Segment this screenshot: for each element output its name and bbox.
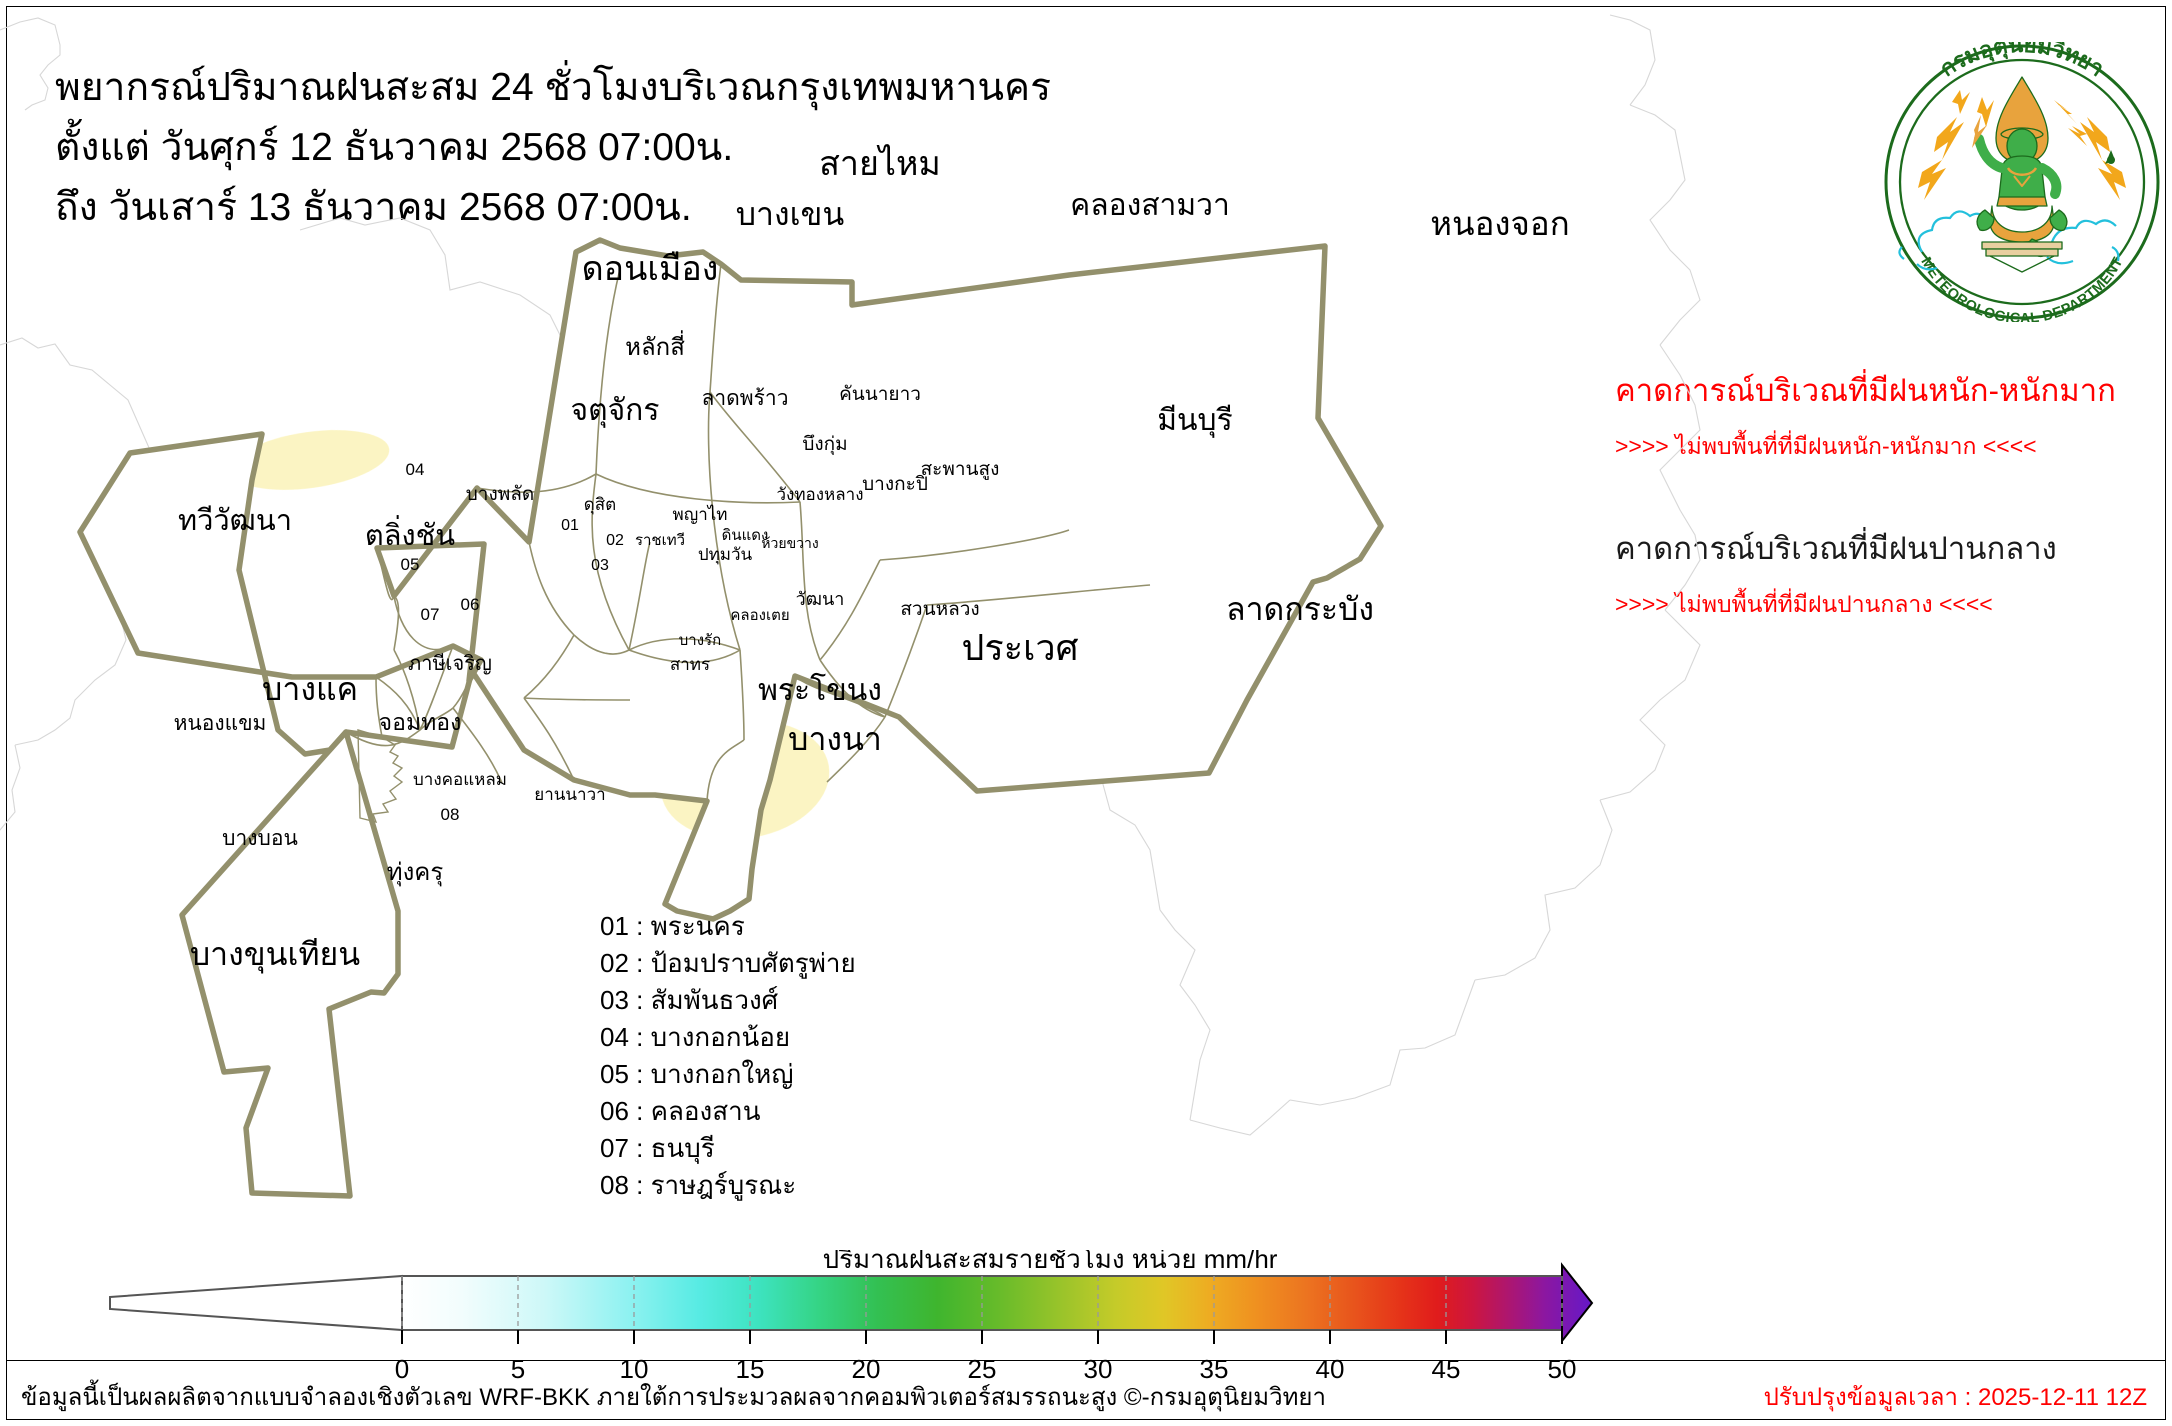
svg-text:บางบอน: บางบอน: [222, 827, 298, 850]
svg-text:หนองแขม: หนองแขม: [174, 712, 267, 735]
svg-text:ยานนาวา: ยานนาวา: [534, 785, 605, 804]
svg-text:หนองจอก: หนองจอก: [1430, 205, 1569, 242]
svg-text:ดุสิต: ดุสิต: [584, 495, 616, 515]
svg-text:04: 04: [406, 460, 425, 479]
svg-text:06: 06: [461, 595, 480, 614]
svg-text:ลาดพร้าว: ลาดพร้าว: [701, 387, 788, 410]
svg-text:ลาดกระบัง: ลาดกระบัง: [1226, 591, 1374, 627]
svg-text:คันนายาว: คันนายาว: [839, 384, 921, 405]
svg-text:ตลิ่งชัน: ตลิ่งชัน: [365, 515, 455, 552]
svg-text:พญาไท: พญาไท: [673, 504, 728, 524]
svg-text:08: 08: [441, 805, 460, 824]
svg-text:บางนา: บางนา: [788, 721, 882, 757]
svg-text:บางรัก: บางรัก: [679, 632, 721, 649]
svg-text:ประเวศ: ประเวศ: [962, 627, 1079, 668]
svg-text:07: 07: [421, 605, 440, 624]
svg-text:บางขุนเทียน: บางขุนเทียน: [190, 936, 360, 974]
svg-text:ทวีวัฒนา: ทวีวัฒนา: [178, 505, 292, 537]
svg-text:ทุ่งครุ: ทุ่งครุ: [387, 859, 444, 887]
svg-text:บึงกุ่ม: บึงกุ่ม: [802, 434, 847, 456]
svg-text:03: 03: [591, 557, 609, 574]
svg-text:สวนหลวง: สวนหลวง: [900, 599, 979, 620]
svg-text:สาทร: สาทร: [670, 655, 710, 674]
svg-text:สะพานสูง: สะพานสูง: [921, 459, 1000, 480]
svg-text:02: 02: [606, 532, 624, 549]
svg-text:จตุจักร: จตุจักร: [571, 394, 660, 429]
svg-text:วังทองหลาง: วังทองหลาง: [776, 485, 863, 504]
svg-text:ห้วยขวาง: ห้วยขวาง: [761, 535, 818, 551]
svg-text:ดอนเมือง: ดอนเมือง: [582, 250, 719, 288]
svg-text:ราชเทวี: ราชเทวี: [635, 532, 685, 549]
svg-text:ปทุมวัน: ปทุมวัน: [698, 545, 753, 565]
svg-text:หลักสี่: หลักสี่: [625, 330, 685, 361]
svg-text:วัฒนา: วัฒนา: [796, 589, 845, 609]
svg-text:สายไหม: สายไหม: [819, 144, 941, 183]
svg-text:บางแค: บางแค: [262, 671, 358, 707]
svg-text:บางคอแหลม: บางคอแหลม: [413, 770, 507, 789]
svg-text:05: 05: [401, 555, 420, 574]
svg-text:จอมทอง: จอมทอง: [379, 709, 462, 735]
svg-text:คลองสามวา: คลองสามวา: [1070, 189, 1230, 222]
svg-text:บางกะปิ: บางกะปิ: [862, 474, 928, 495]
svg-text:คลองเตย: คลองเตย: [730, 607, 789, 624]
svg-text:ภาษีเจริญ: ภาษีเจริญ: [408, 653, 492, 675]
svg-text:พระโขนง: พระโขนง: [758, 672, 882, 707]
svg-text:บางเขน: บางเขน: [736, 196, 845, 232]
svg-text:01: 01: [561, 517, 579, 534]
svg-text:ปริมาณฝนสะสมรายชั่วโมง หน่วย m: ปริมาณฝนสะสมรายชั่วโมง หน่วย mm/hr: [823, 1250, 1278, 1274]
svg-text:บางพลัด: บางพลัด: [466, 484, 535, 505]
svg-text:มีนบุรี: มีนบุรี: [1157, 404, 1232, 439]
